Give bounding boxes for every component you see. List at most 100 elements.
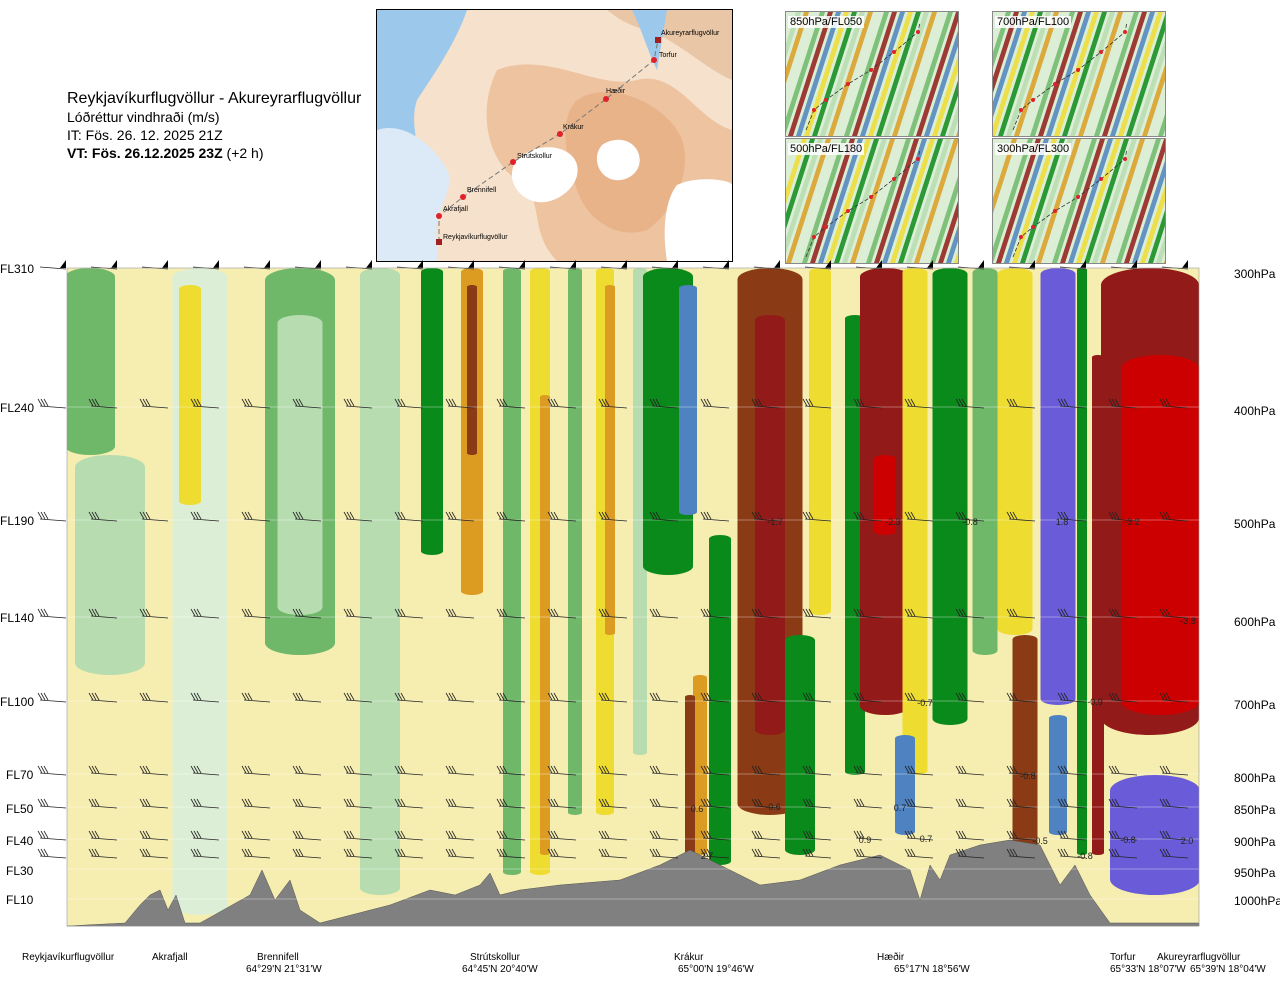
wind-barb bbox=[139, 608, 169, 619]
thumb-stripe bbox=[866, 139, 911, 263]
thumb-waypoint bbox=[1099, 50, 1103, 54]
thumb-stripe bbox=[1110, 12, 1155, 136]
valid-time-label: VT: Fös. 26.12.2025 23Z bbox=[67, 145, 223, 161]
thumb-stripe bbox=[900, 12, 945, 136]
wind-barb bbox=[955, 830, 985, 841]
thumb-stripe bbox=[1142, 64, 1165, 136]
value-label: -0.8 bbox=[962, 517, 978, 527]
wind-barb bbox=[141, 260, 169, 270]
thumb-stripe bbox=[852, 12, 897, 136]
wind-barb bbox=[955, 692, 985, 703]
wind-barb bbox=[192, 260, 220, 270]
hpa-label-1000: 1000hPa bbox=[1234, 894, 1280, 908]
wp-haedir: Hæðir bbox=[606, 87, 626, 95]
loc-akrafjall: Akrafjall bbox=[152, 952, 188, 963]
thumb-stripe bbox=[802, 139, 847, 263]
thumb-stripe bbox=[786, 12, 825, 133]
wind-barb bbox=[294, 260, 322, 270]
wind-barb bbox=[139, 398, 169, 409]
value-label: 1.8 bbox=[1056, 517, 1069, 527]
wind-barb bbox=[37, 798, 67, 809]
field-band bbox=[1012, 635, 1038, 855]
field-band bbox=[421, 268, 443, 555]
coord-haedir: 65°17'N 18°56'W bbox=[894, 964, 970, 975]
wind-barb bbox=[1108, 511, 1138, 522]
wind-barb bbox=[1108, 765, 1138, 776]
wind-barb bbox=[37, 765, 67, 776]
wind-barb bbox=[447, 260, 475, 270]
wind-barb bbox=[853, 848, 883, 859]
wind-barb bbox=[190, 398, 220, 409]
thumb-stripe bbox=[1140, 185, 1165, 263]
wind-barb bbox=[445, 798, 475, 809]
thumb-stripe bbox=[858, 139, 903, 263]
thumb-stripe bbox=[892, 12, 937, 136]
chart-subtitle: Lóðréttur vindhraði (m/s) bbox=[67, 109, 220, 125]
thumb-stripe bbox=[1116, 139, 1161, 263]
wind-barb bbox=[904, 830, 934, 841]
thumb-stripe bbox=[874, 139, 919, 263]
wind-barb bbox=[547, 798, 577, 809]
wind-barb bbox=[394, 848, 424, 859]
wind-barb bbox=[1059, 260, 1087, 270]
fl-label-50: FL50 bbox=[6, 802, 34, 816]
wind-barb bbox=[751, 608, 781, 619]
wind-barb bbox=[955, 765, 985, 776]
wind-barb bbox=[243, 260, 271, 270]
wind-barb bbox=[1159, 608, 1189, 619]
wind-barb bbox=[445, 511, 475, 522]
thumb-300hpa[interactable]: 300hPa/FL300 bbox=[992, 138, 1166, 264]
thumb-850hpa-label: 850hPa/FL050 bbox=[788, 16, 865, 28]
wind-barb bbox=[292, 848, 322, 859]
thumb-stripe bbox=[938, 201, 958, 263]
thumb-waypoint bbox=[892, 50, 896, 54]
thumb-stripe bbox=[1100, 139, 1145, 263]
value-label: 2.7 bbox=[701, 851, 714, 861]
thumb-stripe bbox=[1054, 12, 1099, 136]
thumb-500hpa[interactable]: 500hPa/FL180 bbox=[785, 138, 959, 264]
thumb-waypoint bbox=[812, 235, 816, 239]
thumb-waypoint bbox=[1076, 68, 1080, 72]
wind-barb bbox=[88, 398, 118, 409]
wind-barb bbox=[343, 692, 373, 703]
thumb-stripe bbox=[993, 12, 1027, 118]
wind-barb bbox=[1006, 798, 1036, 809]
wind-barb bbox=[802, 765, 832, 776]
wind-barb bbox=[751, 830, 781, 841]
thumb-stripe bbox=[818, 139, 863, 263]
wind-barb bbox=[649, 398, 679, 409]
wind-barb bbox=[343, 765, 373, 776]
wind-barb bbox=[853, 608, 883, 619]
thumb-route bbox=[805, 21, 921, 131]
wind-barb bbox=[802, 511, 832, 522]
wind-barb bbox=[241, 511, 271, 522]
wind-barb bbox=[700, 398, 730, 409]
wind-barb bbox=[1159, 830, 1189, 841]
fl-label-310: FL310 bbox=[0, 262, 35, 276]
thumb-700hpa[interactable]: 700hPa/FL100 bbox=[992, 11, 1166, 137]
wp-torfur: Torfur bbox=[659, 52, 678, 59]
loc-brennifell: Brennifell bbox=[257, 952, 299, 963]
wind-barb bbox=[598, 765, 628, 776]
wind-barb bbox=[1006, 511, 1036, 522]
thumb-stripe bbox=[1060, 139, 1105, 263]
wind-barb bbox=[1057, 692, 1087, 703]
wind-barb bbox=[37, 608, 67, 619]
wind-barb bbox=[394, 511, 424, 522]
thumb-stripe bbox=[916, 12, 958, 136]
thumb-stripe bbox=[993, 139, 1033, 263]
loc-reykjavik: Reykjavíkurflugvöllur bbox=[22, 952, 115, 963]
thumb-stripe bbox=[1030, 12, 1075, 136]
wind-barb bbox=[88, 848, 118, 859]
thumb-waypoint bbox=[812, 108, 816, 112]
wind-barb bbox=[955, 848, 985, 859]
thumb-route bbox=[1012, 148, 1128, 258]
field-band bbox=[1049, 715, 1067, 835]
wind-barb bbox=[39, 260, 67, 270]
thumb-850hpa[interactable]: 850hPa/FL050 bbox=[785, 11, 959, 137]
field-band bbox=[179, 285, 201, 505]
wind-barb bbox=[190, 830, 220, 841]
issue-time: IT: Fös. 26. 12. 2025 21Z bbox=[67, 127, 223, 143]
wind-barb bbox=[1159, 848, 1189, 859]
wind-barb bbox=[394, 692, 424, 703]
